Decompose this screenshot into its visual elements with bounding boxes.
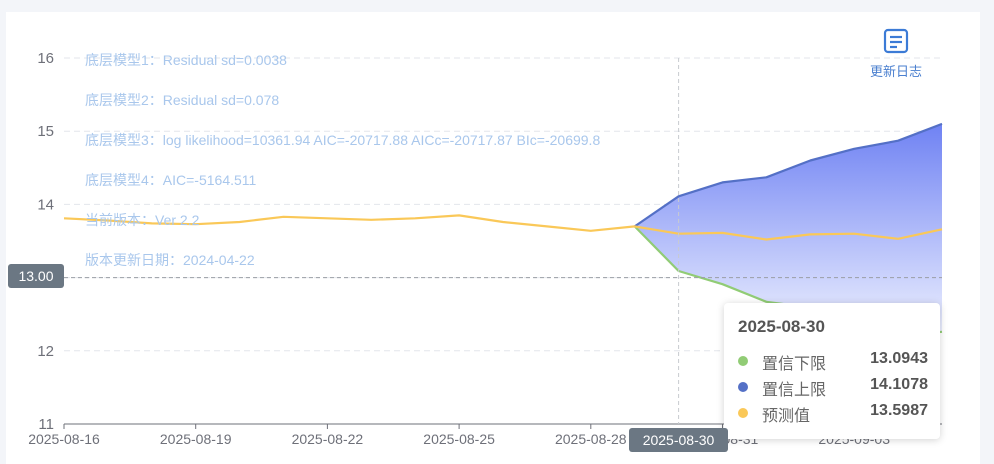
- annotation-model-4: 底层模型4：AIC=-5164.511: [85, 172, 257, 188]
- tooltip-series-name: 置信下限: [762, 356, 827, 373]
- x-axis-pointer-label: 2025-08-30: [629, 428, 728, 452]
- tooltip-series-value: 14.1078: [870, 376, 928, 393]
- update-log-label: 更新日志: [869, 64, 922, 79]
- legend-dot-predicted: [738, 408, 748, 418]
- annotation-model-2: 底层模型2：Residual sd=0.078: [85, 92, 280, 108]
- chart-tooltip: 2025-08-30 置信下限 13.0943 置信上限 14.1078 预测值…: [724, 303, 940, 439]
- y-tick-label: 12: [37, 343, 54, 360]
- legend-dot-upper: [738, 382, 748, 392]
- tooltip-series-value: 13.0943: [870, 350, 928, 367]
- x-tick-label: 2025-08-28: [555, 431, 627, 447]
- tooltip-row-predicted: 预测值 13.5987: [738, 402, 928, 425]
- y-tick-label: 15: [37, 123, 54, 140]
- annotation-update-date: 版本更新日期：2024-04-22: [85, 252, 255, 268]
- tooltip-series-name: 置信上限: [762, 382, 827, 399]
- tooltip-series-name: 预测值: [762, 408, 811, 425]
- tooltip-row-upper: 置信上限 14.1078: [738, 376, 928, 399]
- update-log-button[interactable]: 更新日志: [864, 28, 928, 79]
- annotation-model-1: 底层模型1：Residual sd=0.0038: [85, 52, 287, 68]
- x-tick-label: 2025-08-22: [292, 431, 364, 447]
- series-line-upper: [634, 122, 943, 228]
- x-tick-label: 2025-08-16: [28, 431, 100, 447]
- tooltip-series-value: 13.5987: [870, 402, 928, 419]
- legend-dot-lower: [738, 356, 748, 366]
- x-tick-label: 2025-08-19: [160, 431, 232, 447]
- confidence-band-area: [634, 123, 942, 336]
- y-tick-label: 16: [37, 50, 54, 67]
- y-axis-pointer-label: 13.00: [8, 264, 64, 288]
- x-tick-label: 2025-08-25: [423, 431, 495, 447]
- annotation-version: 当前版本：Ver 2.2: [85, 212, 200, 228]
- document-icon: [883, 28, 909, 54]
- y-tick-label: 14: [37, 196, 54, 213]
- y-tick-label: 11: [38, 416, 54, 433]
- tooltip-title: 2025-08-30: [738, 317, 825, 336]
- annotation-model-3: 底层模型3：log likelihood=10361.94 AIC=-20717…: [85, 132, 601, 148]
- series-line-predicted: [63, 214, 943, 241]
- tooltip-row-lower: 置信下限 13.0943: [738, 350, 928, 373]
